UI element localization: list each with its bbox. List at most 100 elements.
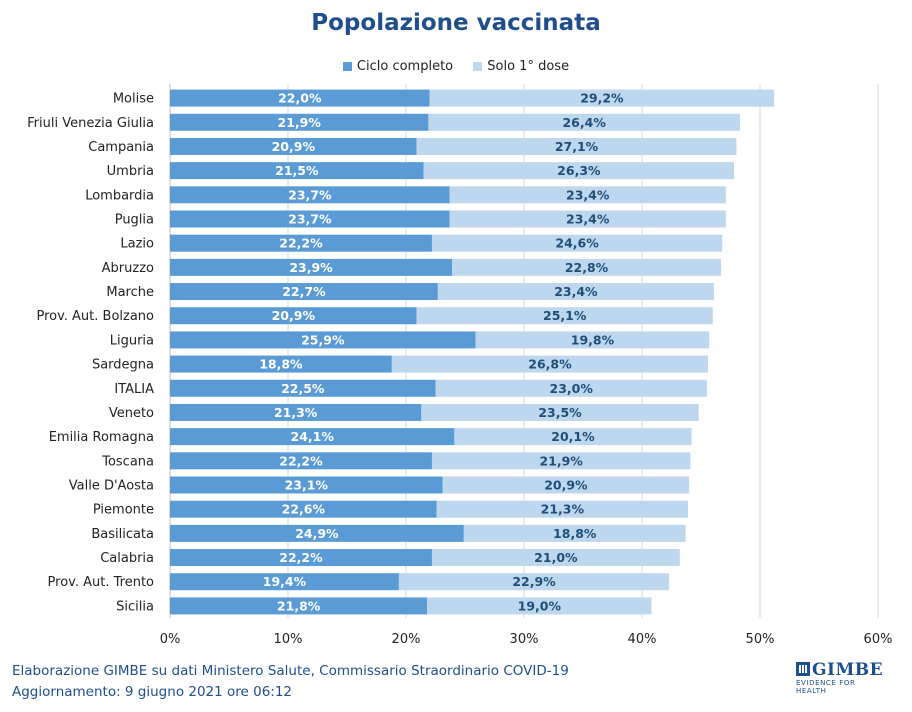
x-tick-label: 30% bbox=[510, 632, 539, 647]
data-label-solo-prima-dose: 23,5% bbox=[538, 405, 582, 420]
bar-solo-prima-dose bbox=[427, 597, 652, 615]
category-label: Marche bbox=[106, 285, 154, 300]
data-label-ciclo-completo: 21,5% bbox=[275, 163, 319, 178]
data-label-ciclo-completo: 20,9% bbox=[272, 139, 316, 154]
data-label-ciclo-completo: 22,5% bbox=[281, 381, 325, 396]
data-label-solo-prima-dose: 27,1% bbox=[555, 139, 599, 154]
bar-solo-prima-dose bbox=[416, 307, 713, 325]
category-label: Piemonte bbox=[93, 503, 154, 518]
bar-ciclo-completo bbox=[170, 113, 429, 131]
bar-solo-prima-dose bbox=[391, 355, 709, 373]
data-label-solo-prima-dose: 23,4% bbox=[566, 212, 610, 227]
data-label-solo-prima-dose: 21,0% bbox=[534, 550, 578, 565]
footer-source: Elaborazione GIMBE su dati Ministero Sal… bbox=[12, 663, 569, 679]
legend-item-ciclo-completo: Ciclo completo bbox=[342, 59, 453, 74]
data-label-solo-prima-dose: 19,8% bbox=[571, 332, 615, 347]
bar-solo-prima-dose bbox=[416, 137, 737, 155]
bar-ciclo-completo bbox=[170, 258, 453, 276]
legend-swatch-ciclo-completo bbox=[342, 62, 352, 71]
bar-ciclo-completo bbox=[170, 476, 443, 494]
data-label-ciclo-completo: 20,9% bbox=[272, 308, 316, 323]
bar-ciclo-completo bbox=[170, 597, 428, 615]
category-label: Umbria bbox=[107, 164, 154, 179]
data-label-ciclo-completo: 24,1% bbox=[291, 429, 335, 444]
legend-label-solo-prima-dose: Solo 1° dose bbox=[487, 59, 570, 74]
bar-ciclo-completo bbox=[170, 210, 450, 228]
x-tick-label: 40% bbox=[628, 632, 657, 647]
bar-solo-prima-dose bbox=[435, 379, 707, 397]
category-label: Valle D'Aosta bbox=[69, 479, 154, 494]
bar-solo-prima-dose bbox=[452, 258, 722, 276]
data-label-solo-prima-dose: 29,2% bbox=[580, 91, 624, 106]
bar-ciclo-completo bbox=[170, 307, 417, 325]
data-label-solo-prima-dose: 22,9% bbox=[512, 574, 556, 589]
data-label-ciclo-completo: 22,2% bbox=[279, 550, 323, 565]
gimbe-logo-icon bbox=[796, 662, 810, 676]
bar-ciclo-completo bbox=[170, 379, 436, 397]
x-tick-label: 50% bbox=[746, 632, 775, 647]
data-label-solo-prima-dose: 26,8% bbox=[528, 357, 572, 372]
footer-updated: Aggiornamento: 9 giugno 2021 ore 06:12 bbox=[12, 684, 293, 700]
category-label: Emilia Romagna bbox=[49, 430, 154, 445]
bar-ciclo-completo bbox=[170, 403, 422, 421]
gimbe-logo: GIMBE EVIDENCE FOR HEALTH bbox=[796, 660, 886, 695]
bar-solo-prima-dose bbox=[429, 89, 775, 107]
data-label-ciclo-completo: 21,9% bbox=[278, 115, 322, 130]
category-label: Abruzzo bbox=[102, 261, 154, 276]
data-label-solo-prima-dose: 25,1% bbox=[543, 308, 587, 323]
data-label-ciclo-completo: 23,9% bbox=[289, 260, 333, 275]
bar-solo-prima-dose bbox=[436, 500, 689, 518]
bar-solo-prima-dose bbox=[421, 403, 699, 421]
x-tick-label: 0% bbox=[160, 632, 181, 647]
data-label-ciclo-completo: 19,4% bbox=[263, 574, 307, 589]
bar-solo-prima-dose bbox=[437, 283, 714, 301]
data-label-ciclo-completo: 23,1% bbox=[285, 478, 329, 493]
x-tick-label: 20% bbox=[392, 632, 421, 647]
data-label-ciclo-completo: 25,9% bbox=[301, 332, 345, 347]
data-label-solo-prima-dose: 26,4% bbox=[562, 115, 606, 130]
bar-solo-prima-dose bbox=[431, 234, 723, 252]
data-label-solo-prima-dose: 20,9% bbox=[544, 478, 588, 493]
category-label: Prov. Aut. Bolzano bbox=[36, 309, 154, 324]
bar-solo-prima-dose bbox=[449, 186, 726, 204]
category-label: Toscana bbox=[101, 454, 154, 469]
data-label-solo-prima-dose: 19,0% bbox=[518, 598, 562, 613]
data-label-ciclo-completo: 22,6% bbox=[282, 502, 326, 517]
x-tick-label: 60% bbox=[864, 632, 893, 647]
bar-solo-prima-dose bbox=[431, 549, 680, 567]
data-label-solo-prima-dose: 20,1% bbox=[551, 429, 595, 444]
data-label-ciclo-completo: 21,3% bbox=[274, 405, 318, 420]
bar-ciclo-completo bbox=[170, 355, 392, 373]
bar-ciclo-completo bbox=[170, 234, 432, 252]
category-label: ITALIA bbox=[114, 382, 154, 397]
data-label-ciclo-completo: 23,7% bbox=[288, 212, 332, 227]
bar-solo-prima-dose bbox=[454, 428, 692, 446]
chart-title: Popolazione vaccinata bbox=[311, 10, 601, 36]
bar-solo-prima-dose bbox=[442, 476, 690, 494]
gimbe-logo-tagline: EVIDENCE FOR HEALTH bbox=[796, 679, 856, 695]
data-label-ciclo-completo: 24,9% bbox=[295, 526, 339, 541]
category-label: Molise bbox=[113, 92, 154, 107]
data-label-solo-prima-dose: 21,9% bbox=[539, 453, 583, 468]
category-label: Friuli Venezia Giulia bbox=[27, 116, 154, 131]
bar-ciclo-completo bbox=[170, 186, 450, 204]
data-label-solo-prima-dose: 18,8% bbox=[553, 526, 597, 541]
data-label-ciclo-completo: 22,7% bbox=[282, 284, 326, 299]
bar-solo-prima-dose bbox=[398, 573, 670, 591]
data-label-ciclo-completo: 18,8% bbox=[259, 357, 303, 372]
category-label: Sardegna bbox=[92, 358, 154, 373]
category-label: Basilicata bbox=[91, 527, 154, 542]
data-label-solo-prima-dose: 26,3% bbox=[557, 163, 601, 178]
bar-ciclo-completo bbox=[170, 283, 438, 301]
category-label: Lombardia bbox=[85, 188, 154, 203]
data-label-ciclo-completo: 21,8% bbox=[277, 598, 321, 613]
bar-ciclo-completo bbox=[170, 137, 417, 155]
category-label: Liguria bbox=[110, 333, 154, 348]
data-label-solo-prima-dose: 23,4% bbox=[554, 284, 598, 299]
bar-ciclo-completo bbox=[170, 89, 430, 107]
gimbe-logo-name: GIMBE bbox=[812, 660, 884, 680]
category-label: Lazio bbox=[120, 237, 154, 252]
data-label-solo-prima-dose: 23,4% bbox=[566, 187, 610, 202]
data-label-ciclo-completo: 22,2% bbox=[279, 453, 323, 468]
